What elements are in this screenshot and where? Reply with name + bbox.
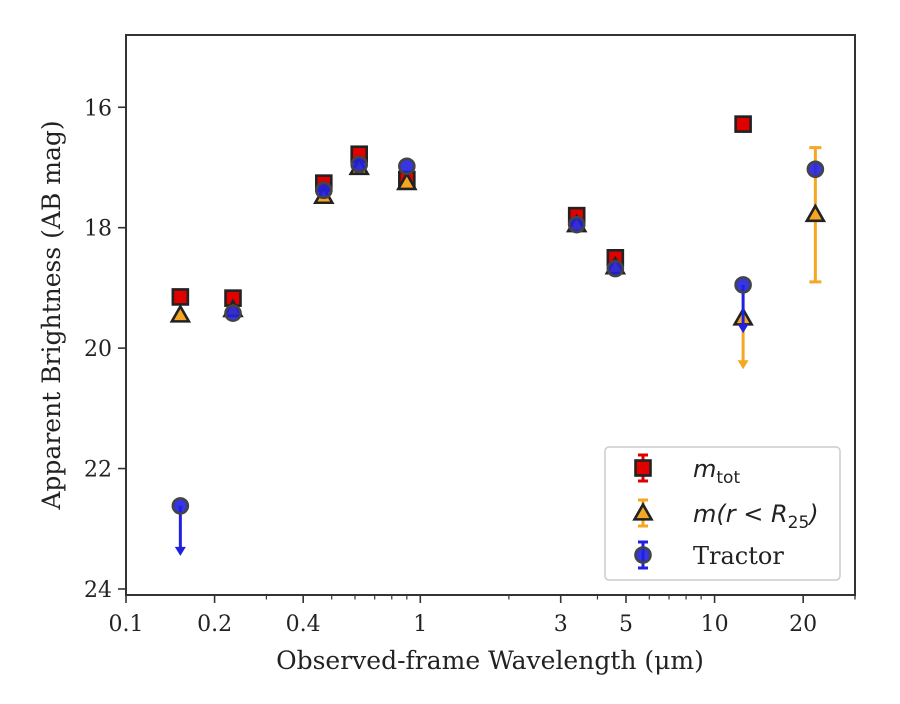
legend-entry: m(r < R25) <box>632 498 819 533</box>
triangle-marker <box>804 203 827 223</box>
legend-entry: Tractor <box>634 540 784 570</box>
x-axis-title: Observed-frame Wavelength (μm) <box>276 646 704 675</box>
y-tick-label: 16 <box>84 96 112 121</box>
x-tick-label: 0.4 <box>286 612 321 637</box>
circle-marker <box>171 497 190 515</box>
triangle-marker <box>396 171 418 191</box>
x-tick-label: 1 <box>413 612 427 637</box>
circle-marker <box>567 215 586 234</box>
triangle-marker <box>169 303 192 323</box>
circle-marker <box>606 259 625 278</box>
axes-layer: 0.1 0.2 0.4 1 3 5 10 20 16 18 20 22 24 <box>84 96 856 637</box>
upper-limit-arrow <box>737 360 749 370</box>
circle-marker <box>224 304 242 322</box>
triangle-marker <box>632 501 654 521</box>
upper-limit-arrow <box>737 324 749 334</box>
legend-entry: mtot <box>634 453 740 488</box>
legend-label: Tractor <box>693 542 784 570</box>
y-tick-label: 20 <box>84 337 112 362</box>
y-tick-label: 18 <box>84 217 112 242</box>
data-marks-layer <box>169 115 827 556</box>
square-marker <box>734 115 752 133</box>
series-circle <box>171 155 825 556</box>
x-tick-label: 3 <box>554 612 568 637</box>
y-tick-label: 22 <box>84 458 112 483</box>
square-marker <box>171 288 190 306</box>
circle-marker <box>398 157 416 176</box>
x-tick-label: 0.1 <box>109 612 144 637</box>
y-axis-title: Apparent Brightness (AB mag) <box>37 120 66 510</box>
legend: mtot m(r < R25) Tractor <box>604 446 841 581</box>
circle-marker <box>734 276 752 294</box>
circle-marker <box>806 160 825 179</box>
legend-box <box>604 446 841 581</box>
x-tick-label: 5 <box>619 612 633 637</box>
x-tick-label: 10 <box>701 612 729 637</box>
x-tick-label: 20 <box>789 612 817 637</box>
square-marker <box>634 459 652 477</box>
circle-marker <box>314 181 333 200</box>
circle-marker <box>634 546 652 564</box>
plot-frame <box>125 34 856 596</box>
circle-marker <box>350 155 368 174</box>
legend-label: m(r < R25) <box>693 500 819 533</box>
legend-label: mtot <box>693 455 740 488</box>
x-tick-label: 0.2 <box>197 612 232 637</box>
upper-limit-arrow <box>174 546 186 556</box>
y-tick-label: 24 <box>84 578 112 603</box>
